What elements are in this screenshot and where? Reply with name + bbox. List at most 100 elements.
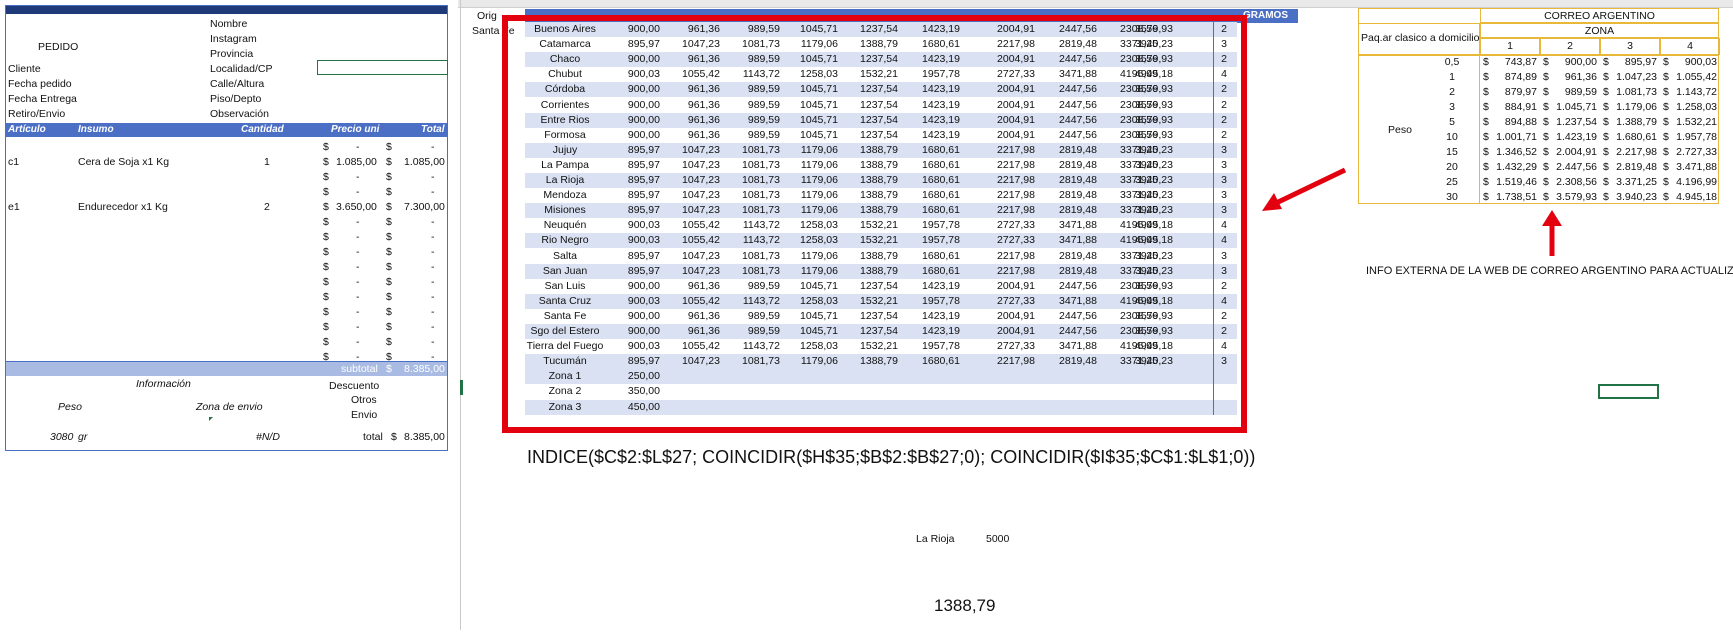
external-info-note: INFO EXTERNA DE LA WEB DE CORREO ARGENTI… [1366,265,1733,277]
price-cell: 1081,73 [742,204,780,217]
price-cell: 2819,48 [1059,38,1097,51]
correo-price: 1.081,73 [1616,86,1657,98]
price-cell: 2447,56 [1059,83,1097,96]
correo-price: 1.237,54 [1556,116,1597,128]
price-cell: 2308,56 [1120,23,1158,35]
total-label: total [363,431,383,443]
correo-price: 2.447,56 [1556,161,1597,173]
correo-price: 4.945,18 [1676,191,1717,203]
correo-price: 989,59 [1564,86,1597,98]
price-cell: 3579,93 [1135,53,1173,66]
price-cell: 989,59 [747,309,780,322]
price-cell: 250,00 [627,370,660,383]
province-row: Rio Negro 900,03 1055,42 1143,72 1258,03 1532… [525,233,1237,249]
price-cell: 989,59 [747,53,780,66]
service-cell [1358,23,1480,55]
price-cell: 1179,06 [800,204,838,217]
province-name: Catamarca [539,38,591,51]
price-cell: 1047,23 [682,38,720,51]
province-row: Tierra del Fuego 900,03 1055,42 1143,72 1258… [525,339,1237,354]
item-total-currency: $ [386,306,392,318]
correo-currency: $ [1483,191,1489,203]
item-name: Endurecedor x1 Kg [78,201,168,213]
province-name: Córdoba [544,83,586,96]
province-row: Entre Rios 900,00 961,36 989,59 1045,71 1237,… [525,112,1237,128]
correo-price: 1.532,21 [1676,116,1717,128]
envio-label: Envio [351,409,378,421]
item-total-empty: - [431,291,435,303]
price-cell: 3471,88 [1059,294,1097,307]
fecha-entrega-label: Fecha Entrega [8,93,77,105]
item-price-empty: - [356,261,360,273]
province-row: Corrientes 900,00 961,36 989,59 1045,71 1237,… [525,98,1237,113]
province-name: La Pampa [541,158,589,171]
price-cell: 1423,19 [922,325,960,337]
price-cell: 4196,99 [1120,68,1158,81]
price-cell: 4945,18 [1135,294,1173,307]
price-cell: 1423,19 [922,279,960,292]
province-row: Zona 1 250,00 [525,369,1237,385]
zone-number-cell [1540,38,1600,55]
price-cell: 1045,71 [800,279,838,292]
row-marker [460,380,463,395]
province-name: Salta [553,249,577,262]
selected-cell[interactable] [1598,384,1659,399]
correo-price: 2.217,98 [1616,146,1657,158]
price-cell: 3579,93 [1135,113,1173,126]
price-cell: 3579,93 [1135,279,1173,292]
correo-currency: $ [1603,56,1609,68]
lookup-province[interactable]: La Rioja [916,533,955,545]
correo-price: 894,88 [1504,116,1537,128]
price-cell: 2308,56 [1120,325,1158,337]
price-cell: 1388,79 [860,189,898,202]
price-cell: 1081,73 [742,189,780,202]
price-cell: 895,97 [627,204,660,217]
province-name: Jujuy [552,143,578,156]
selected-cell-left[interactable] [317,60,448,75]
price-cell: 1423,19 [922,98,960,111]
price-cell: 989,59 [747,113,780,126]
province-name: Tucumán [543,355,587,368]
price-cell: 2308,56 [1120,279,1158,292]
item-price-currency: $ [323,276,329,288]
price-cell: 1045,71 [800,53,838,66]
price-cell: 961,36 [687,325,720,337]
province-row: Chaco 900,00 961,36 989,59 1045,71 1237,54 142… [525,52,1237,68]
province-row: San Luis 900,00 961,36 989,59 1045,71 1237,54… [525,279,1237,294]
price-cell: 900,00 [627,113,660,126]
correo-currency: $ [1663,176,1669,188]
fecha-pedido-label: Fecha pedido [8,78,72,90]
price-cell: 1047,23 [682,189,720,202]
price-cell: 2308,56 [1120,98,1158,111]
price-cell: 1680,61 [922,249,960,262]
correo-title: CORREO ARGENTINO [1544,10,1655,22]
item-total-currency: $ [386,246,392,258]
item-price-currency: $ [323,186,329,198]
price-cell: 1081,73 [742,38,780,51]
correo-currency: $ [1603,161,1609,173]
price-cell: 3371,25 [1120,204,1158,217]
service-label: Paq.ar clasico a domicilio [1361,32,1480,44]
total-currency: $ [391,431,397,443]
correo-currency: $ [1663,146,1669,158]
zone-cell: 2 [1221,98,1227,111]
weight-value: 1 [1449,71,1455,83]
zone-cell: 4 [1221,68,1227,81]
item-total-empty: - [431,141,435,153]
price-cell: 1258,03 [800,219,838,232]
price-cell: 2217,98 [997,264,1035,277]
order-form-topbar [6,6,447,14]
item-price-empty: - [356,306,360,318]
price-cell: 3940,23 [1135,204,1173,217]
province-row: Zona 2 350,00 [525,384,1237,399]
correo-currency: $ [1483,71,1489,83]
zone-cell: 3 [1221,249,1227,262]
price-cell: 2004,91 [997,113,1035,126]
price-cell: 2819,48 [1059,174,1097,186]
price-cell: 895,97 [627,355,660,368]
price-cell: 1388,79 [860,249,898,262]
price-cell: 2217,98 [997,174,1035,186]
correo-currency: $ [1483,116,1489,128]
correo-currency: $ [1663,161,1669,173]
lookup-weight[interactable]: 5000 [986,533,1010,545]
